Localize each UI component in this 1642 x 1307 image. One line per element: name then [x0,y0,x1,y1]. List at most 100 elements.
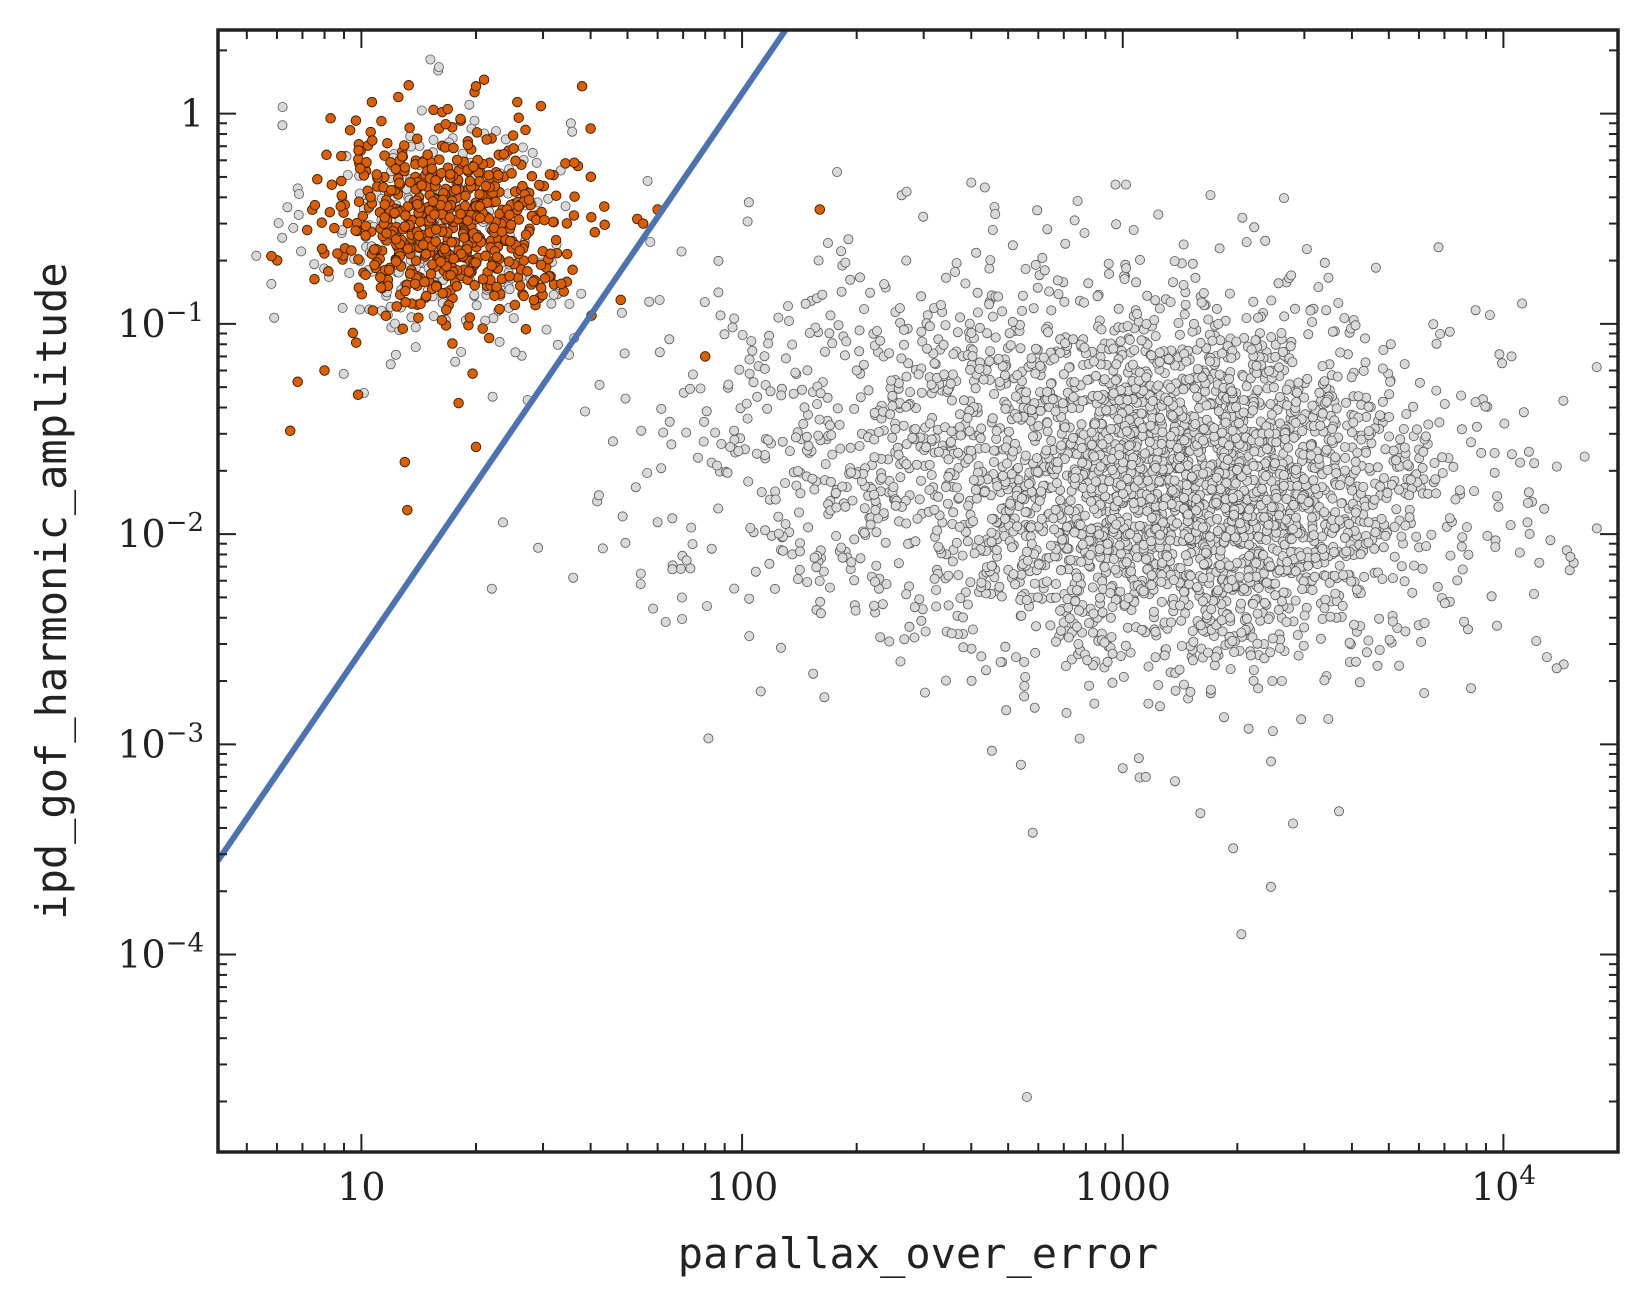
scatter-point-gray [811,562,822,573]
scatter-point-orange [504,236,516,247]
scatter-point-gray [1192,582,1203,593]
scatter-point-gray [1146,350,1157,361]
scatter-point-gray [1551,461,1562,472]
scatter-point-gray [1179,435,1190,446]
scatter-point-gray [982,328,993,339]
scatter-point-gray [957,550,968,561]
scatter-point-gray [901,401,912,412]
scatter-point-gray [1203,314,1214,325]
scatter-point-gray [1243,572,1254,583]
scatter-point-gray [699,297,710,308]
scatter-point-gray [1444,513,1455,524]
scatter-point-gray [1466,683,1477,694]
scatter-point-gray [1198,435,1209,446]
scatter-point-gray [1333,297,1344,308]
scatter-point-gray [895,656,906,667]
scatter-point-gray [943,454,954,465]
scatter-point-gray [1128,498,1139,509]
scatter-point-gray [986,560,997,571]
scatter-point-gray [1007,542,1018,553]
scatter-point-gray [1179,309,1190,320]
scatter-point-gray [667,513,678,524]
scatter-point-gray [719,329,730,340]
scatter-point-gray [795,546,806,557]
scatter-point-gray [1290,566,1301,577]
scatter-point-gray [1281,384,1292,395]
scatter-point-gray [1088,627,1099,638]
scatter-point-orange [455,208,466,220]
scatter-point-gray [1417,563,1428,574]
scatter-point-gray [1452,575,1463,586]
scatter-point-gray [1286,270,1297,281]
scatter-point-gray [1285,341,1296,352]
scatter-point-gray [987,413,998,424]
scatter-point-gray [1350,507,1361,518]
scatter-point-gray [1086,524,1097,535]
scatter-point-gray [1271,437,1282,448]
scatter-point-gray [1065,555,1076,566]
scatter-point-gray [1197,372,1208,383]
scatter-point-orange [353,145,364,156]
scatter-point-gray [887,432,898,443]
scatter-point-gray [1305,305,1316,316]
scatter-point-gray [1176,615,1187,626]
scatter-point-gray [1466,437,1477,448]
scatter-point-gray [1277,346,1288,357]
scatter-point-gray [901,255,912,266]
scatter-point-gray [1125,647,1136,658]
scatter-point-gray [1359,571,1370,582]
scatter-point-gray [1072,572,1083,583]
scatter-point-gray [1052,275,1063,286]
scatter-point-gray [1253,683,1264,694]
scatter-point-gray [1253,312,1264,323]
scatter-point-gray [642,467,653,478]
scatter-point-gray [967,351,978,362]
scatter-point-gray [1056,440,1067,451]
scatter-point-gray [837,552,848,563]
scatter-point-gray [1150,626,1161,637]
scatter-point-gray [1021,1092,1032,1103]
scatter-point-gray [1228,843,1239,854]
scatter-point-orange [412,199,423,210]
scatter-point-orange [478,74,490,85]
scatter-point-gray [1347,427,1358,438]
scatter-point-gray [807,473,818,484]
scatter-point-gray [922,343,933,354]
scatter-point-gray [910,423,921,434]
scatter-point-gray [744,593,755,604]
scatter-point-gray [1132,308,1143,319]
scatter-point-gray [1049,353,1060,364]
scatter-point-orange [585,123,596,134]
scatter-point-gray [820,459,831,470]
scatter-point-gray [1331,468,1342,479]
scatter-point-gray [967,624,978,635]
scatter-point-gray [1290,303,1301,314]
scatter-point-gray [1506,449,1517,460]
scatter-point-orange [544,169,556,180]
scatter-point-gray [1089,698,1100,709]
scatter-point-gray [787,339,798,350]
scatter-point-gray [1417,462,1428,473]
scatter-point-gray [1156,577,1167,588]
scatter-point-gray [1459,616,1470,627]
scatter-point-gray [839,350,850,361]
scatter-point-gray [1375,410,1386,421]
scatter-point-gray [1006,469,1017,480]
scatter-point-gray [871,527,882,538]
scatter-point-gray [1077,539,1088,550]
scatter-point-gray [994,581,1005,592]
scatter-point-orange [390,256,402,267]
scatter-point-gray [1036,514,1047,525]
scatter-point-gray [1374,645,1385,656]
scatter-point-gray [1303,560,1314,571]
scatter-point-gray [1270,351,1281,362]
scatter-point-gray [1007,316,1018,327]
scatter-point-gray [410,342,421,353]
scatter-point-gray [804,327,815,338]
scatter-point-orange [533,179,545,191]
scatter-point-gray [681,427,692,438]
scatter-point-gray [1089,451,1100,462]
scatter-point-gray [1121,426,1132,437]
scatter-point-orange [569,157,580,168]
scatter-point-gray [1197,573,1208,584]
